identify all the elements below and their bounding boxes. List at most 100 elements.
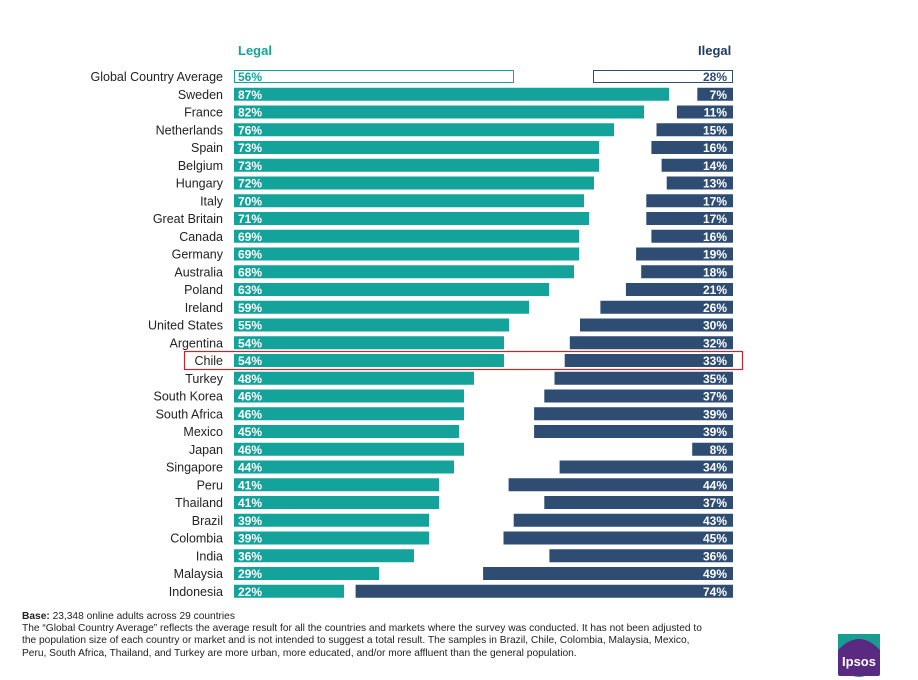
legal-bar [234, 194, 584, 208]
country-label: Ireland [185, 301, 223, 315]
country-label: Sweden [178, 88, 223, 102]
illegal-bar [676, 105, 733, 119]
footnote-base: Base: 23,348 online adults across 29 cou… [22, 611, 752, 623]
legal-bar [234, 318, 509, 332]
legal-bar [234, 229, 579, 243]
illegal-value-label: 7% [710, 88, 728, 102]
legal-value-label: 73% [238, 141, 262, 155]
illegal-bar [656, 123, 733, 137]
illegal-value-label: 37% [703, 390, 727, 404]
legal-bar [234, 265, 574, 279]
country-label: Poland [184, 283, 223, 297]
country-label: South Korea [154, 390, 224, 404]
illegal-value-label: 18% [703, 265, 727, 279]
illegal-bar [508, 478, 733, 492]
legal-bar [234, 354, 504, 367]
legal-value-label: 69% [238, 248, 262, 262]
legal-value-label: 68% [238, 265, 262, 279]
legal-bar [234, 141, 599, 154]
legal-bar [234, 247, 579, 261]
legal-value-label: 54% [238, 354, 262, 368]
country-label: Canada [179, 230, 223, 244]
country-label: Brazil [192, 514, 223, 528]
legal-bar [234, 283, 549, 296]
country-label: Thailand [175, 496, 223, 510]
illegal-value-label: 37% [703, 496, 727, 510]
illegal-bar [564, 354, 733, 367]
legal-bar [234, 460, 454, 474]
country-label: Colombia [170, 532, 223, 546]
logo-text: Ipsos [842, 654, 876, 669]
legal-bar [234, 442, 464, 456]
legal-value-label: 45% [238, 425, 262, 439]
illegal-bar [580, 318, 733, 332]
illegal-bar [569, 336, 733, 350]
legal-value-label: 87% [238, 88, 262, 102]
legal-bar [234, 87, 669, 101]
legal-bar [234, 176, 594, 190]
legal-value-label: 46% [238, 390, 262, 404]
country-label: Belgium [178, 159, 223, 173]
highlight-box [183, 350, 744, 371]
illegal-value-label: 16% [703, 230, 727, 244]
legal-value-label: 69% [238, 230, 262, 244]
illegal-bar [661, 158, 733, 172]
legal-value-label: 22% [238, 585, 262, 599]
illegal-value-label: 35% [703, 372, 727, 386]
legal-value-label: 71% [238, 212, 262, 226]
country-label: Peru [197, 478, 223, 492]
country-label: Singapore [166, 461, 223, 475]
illegal-value-label: 21% [703, 283, 727, 297]
legal-bar [234, 549, 414, 563]
country-label: Malaysia [174, 567, 223, 581]
country-label: South Africa [156, 407, 223, 421]
illegal-value-label: 45% [703, 532, 727, 546]
legal-bar [234, 531, 429, 545]
legal-bar [234, 105, 644, 119]
illegal-bar [625, 283, 733, 296]
country-label: Indonesia [169, 585, 223, 599]
illegal-value-label: 32% [703, 336, 727, 350]
legal-header: Legal [238, 43, 272, 58]
illegal-bar [503, 531, 733, 545]
illegal-value-label: 19% [703, 248, 727, 262]
legal-value-label: 54% [238, 336, 262, 350]
legal-value-label: 29% [238, 567, 262, 581]
diverging-bar-chart: Global Country Average 56% 28% Sweden 87% 7% F… [91, 70, 744, 599]
illegal-bar [534, 425, 733, 438]
footnote-line: Peru, South Africa, Thailand, and Turkey… [22, 647, 577, 659]
illegal-value-label: 14% [703, 159, 727, 173]
legal-value-label: 72% [238, 177, 262, 191]
legal-value-label: 41% [238, 478, 262, 492]
illegal-bar [697, 87, 733, 101]
illegal-value-label: 30% [703, 319, 727, 333]
illegal-value-label: 28% [703, 70, 727, 84]
illegal-bar [544, 389, 733, 403]
legal-bar [234, 496, 439, 509]
illegal-bar [534, 407, 733, 421]
country-label: Great Britain [153, 212, 223, 226]
illegal-bar [692, 442, 733, 456]
legal-bar [234, 336, 504, 350]
legal-value-label: 39% [238, 514, 262, 528]
illegal-bar [646, 194, 733, 208]
illegal-value-label: 36% [703, 549, 727, 563]
illegal-header: Ilegal [698, 43, 732, 58]
legal-bar [234, 584, 344, 598]
legal-value-label: 59% [238, 301, 262, 315]
country-label: Netherlands [156, 123, 223, 137]
legal-value-label: 70% [238, 194, 262, 208]
illegal-bar [559, 460, 733, 474]
legal-value-label: 82% [238, 106, 262, 120]
illegal-value-label: 15% [703, 123, 727, 137]
illegal-bar [651, 141, 733, 154]
legal-bar [234, 371, 474, 385]
illegal-bar [593, 70, 733, 83]
footnote-text: The “Global Country Average” reflects th… [22, 623, 752, 660]
country-label: France [184, 106, 223, 120]
illegal-value-label: 11% [704, 106, 728, 120]
legal-value-label: 56% [238, 70, 262, 84]
illegal-bar [641, 265, 733, 279]
legal-value-label: 48% [238, 372, 262, 386]
legal-bar [234, 389, 464, 403]
